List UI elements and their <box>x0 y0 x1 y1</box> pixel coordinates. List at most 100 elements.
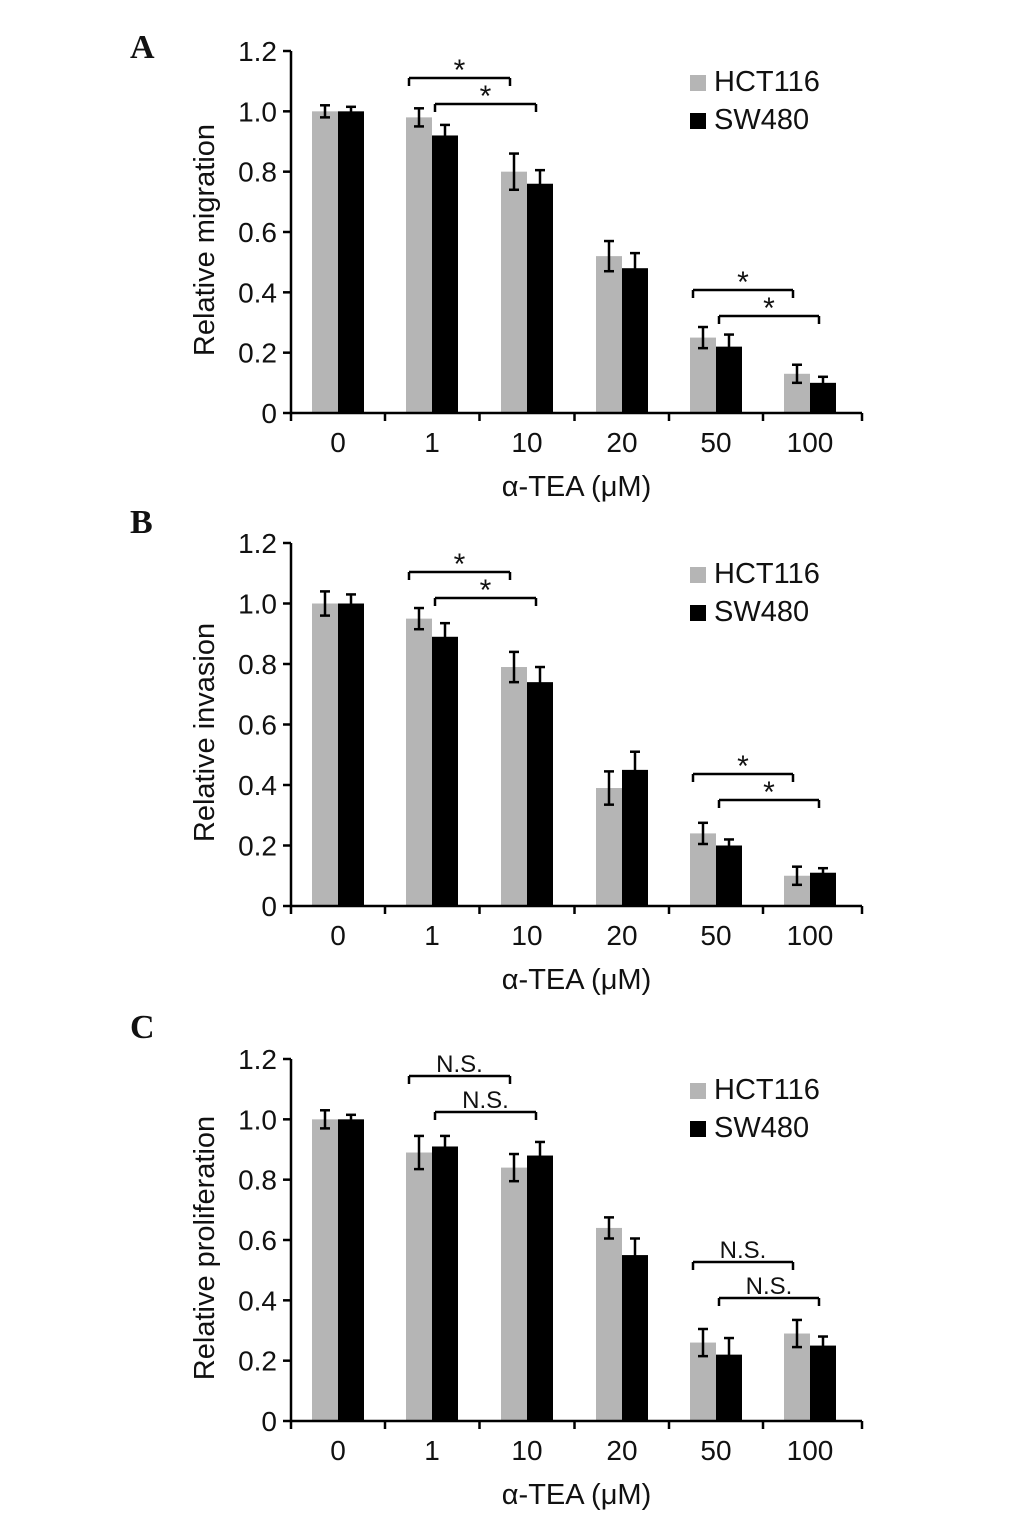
panel-b-ytick-label-0: 0 <box>261 891 277 922</box>
panel-a-xtick-label-1: 1 <box>424 427 440 458</box>
panel-c-bar-hct116-20 <box>596 1227 622 1421</box>
panel-b-significance-label-4: * <box>763 776 775 809</box>
panel-a-bar-hct116-1 <box>406 117 432 413</box>
panel-a-errorbar-sw480-1 <box>440 123 450 148</box>
panel-b-errorbar-hct116-10 <box>509 650 519 684</box>
panel-c-significance-bracket-3 <box>691 1260 795 1270</box>
panel-b-xtick-label-100: 100 <box>787 920 834 951</box>
panel-c-bar-sw480-0 <box>338 1119 364 1421</box>
panel-b-x-axis-label: α-TEA (μM) <box>502 964 651 996</box>
panel-b-letter: B <box>130 504 153 541</box>
panel-a-ytick-label-0.4: 0.4 <box>238 277 277 308</box>
panel-a-bar-hct116-0 <box>312 111 338 413</box>
panel-c-errorbar-hct116-20 <box>604 1216 614 1240</box>
panel-b-ytick-label-1.0: 1.0 <box>238 589 277 620</box>
panel-a-legend-swatch-sw480 <box>690 113 706 129</box>
panel-c-xtick-label-0: 0 <box>330 1435 346 1466</box>
panel-c-errorbar-sw480-50 <box>724 1336 734 1373</box>
panel-a-x-axis-label: α-TEA (μM) <box>502 471 651 503</box>
panel-b-significance-bracket-1 <box>407 570 512 580</box>
panel-c-errorbar-sw480-100 <box>818 1335 828 1356</box>
panel-b-legend-swatch-hct116 <box>690 567 706 583</box>
panel-a-legend-swatch-hct116 <box>690 75 706 91</box>
panel-a-errorbar-hct116-20 <box>604 239 614 273</box>
panel-c-y-axis-label: Relative proliferation <box>189 1116 221 1380</box>
panel-b-errorbar-sw480-100 <box>818 866 828 879</box>
panel-c-errorbar-sw480-10 <box>535 1140 545 1171</box>
panel-a-errorbar-hct116-50 <box>698 325 708 350</box>
panel-c-errorbar-hct116-50 <box>698 1327 708 1358</box>
panel-c-xtick-label-50: 50 <box>700 1435 731 1466</box>
panel-c-significance-label-3: N.S. <box>720 1237 767 1264</box>
panel-a-ytick-label-0.6: 0.6 <box>238 217 277 248</box>
panel-a-bar-hct116-20 <box>596 256 622 413</box>
panel-b-significance-bracket-3 <box>691 772 795 782</box>
panel-b-errorbar-hct116-50 <box>698 821 708 846</box>
panel-a-significance-label-3: * <box>737 266 749 299</box>
panel-c-xtick-label-100: 100 <box>787 1435 834 1466</box>
panel-a-significance-label-2: * <box>480 80 492 113</box>
panel-b-legend-swatch-sw480 <box>690 605 706 621</box>
panel-b-errorbar-sw480-1 <box>440 621 450 652</box>
panel-b-ytick-label-0.8: 0.8 <box>238 649 277 680</box>
panel-c-errorbar-sw480-0 <box>346 1113 356 1126</box>
panel-c-errorbar-hct116-0 <box>320 1109 330 1130</box>
panel-c-legend-swatch-hct116 <box>690 1083 706 1099</box>
panel-b-errorbar-sw480-20 <box>630 750 640 790</box>
panel-c-significance-label-1: N.S. <box>436 1051 483 1078</box>
panel-c-errorbar-hct116-1 <box>414 1134 424 1171</box>
panel-b-legend-label-sw480: SW480 <box>714 596 809 628</box>
panel-c-bar-sw480-20 <box>622 1255 648 1421</box>
panel-c-bar-hct116-10 <box>501 1167 527 1421</box>
panel-c-legend-label-hct116: HCT116 <box>714 1074 820 1106</box>
panel-a-significance-label-4: * <box>763 292 775 325</box>
panel-a-legend-label-sw480: SW480 <box>714 104 809 136</box>
panel-c-ytick-label-0.2: 0.2 <box>238 1346 277 1377</box>
panel-c-errorbar-hct116-100 <box>792 1318 802 1349</box>
panel-a-y-axis-label: Relative migration <box>189 124 221 356</box>
panel-b-bar-hct116-1 <box>406 618 432 906</box>
panel-c-ytick-label-0.8: 0.8 <box>238 1165 277 1196</box>
panel-c-legend-swatch-sw480 <box>690 1121 706 1137</box>
panel-c-ytick-label-1.0: 1.0 <box>238 1104 277 1135</box>
panel-b-significance-label-1: * <box>454 548 466 581</box>
panel-a-errorbar-sw480-100 <box>818 375 828 391</box>
panel-a-significance-bracket-1 <box>407 76 512 86</box>
panel-b-significance-label-3: * <box>737 750 749 783</box>
panel-c-ytick-label-1.2: 1.2 <box>238 1044 277 1075</box>
panel-b-ytick-label-0.2: 0.2 <box>238 831 277 862</box>
panel-b-errorbar-hct116-1 <box>414 606 424 631</box>
panel-b-errorbar-hct116-100 <box>792 865 802 887</box>
panel-a-xtick-label-50: 50 <box>700 427 731 458</box>
panel-c-bar-hct116-1 <box>406 1152 432 1421</box>
panel-b-xtick-label-0: 0 <box>330 920 346 951</box>
panel-b-errorbar-sw480-10 <box>535 665 545 699</box>
panel-c-errorbar-hct116-10 <box>509 1152 519 1183</box>
panel-b-y-axis-label: Relative invasion <box>189 623 221 842</box>
panel-b-bar-sw480-0 <box>338 603 364 906</box>
panel-a-ytick-label-0.2: 0.2 <box>238 338 277 369</box>
panel-c-bar-hct116-0 <box>312 1119 338 1421</box>
panel-b-significance-label-2: * <box>480 574 492 607</box>
panel-c-significance-bracket-1 <box>407 1074 512 1084</box>
panel-a-errorbar-sw480-10 <box>535 168 545 199</box>
panel-a-xtick-label-10: 10 <box>511 427 542 458</box>
panel-a-bar-hct116-10 <box>501 171 527 413</box>
panel-a-significance-label-1: * <box>454 54 466 87</box>
panel-a-significance-bracket-4 <box>717 314 821 324</box>
panel-b-bar-hct116-0 <box>312 603 338 906</box>
panel-c-letter: C <box>130 1009 155 1046</box>
panel-b-xtick-label-50: 50 <box>700 920 731 951</box>
panel-c-legend-label-sw480: SW480 <box>714 1112 809 1144</box>
panel-c-significance-label-2: N.S. <box>462 1087 509 1114</box>
panel-a-xtick-label-100: 100 <box>787 427 834 458</box>
panel-b-bar-hct116-20 <box>596 788 622 906</box>
panel-c-significance-bracket-4 <box>717 1296 821 1306</box>
panel-c-xtick-label-10: 10 <box>511 1435 542 1466</box>
panel-a-significance-bracket-2 <box>433 102 538 112</box>
panel-a-errorbar-hct116-100 <box>792 363 802 385</box>
panel-a-errorbar-hct116-1 <box>414 107 424 128</box>
panel-a-bar-sw480-1 <box>432 135 458 413</box>
panel-c-xtick-label-20: 20 <box>606 1435 637 1466</box>
panel-a-errorbar-hct116-0 <box>320 104 330 119</box>
